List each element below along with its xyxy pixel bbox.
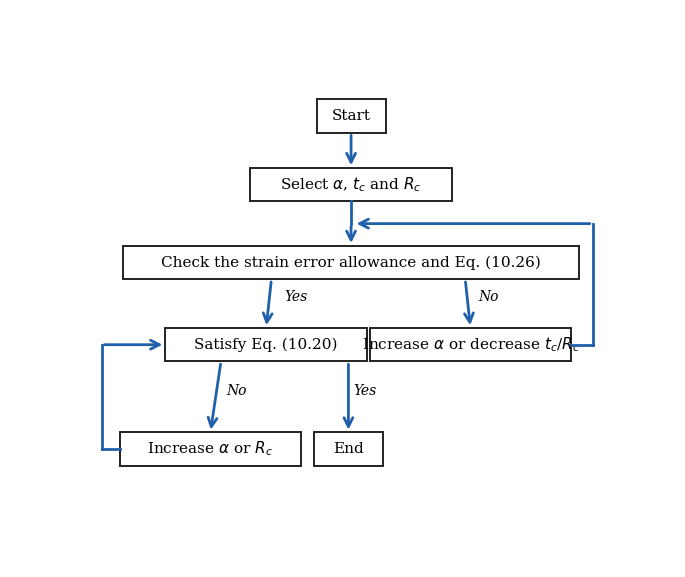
FancyBboxPatch shape	[120, 432, 301, 466]
Text: Select $\alpha$, $t_c$ and $R_c$: Select $\alpha$, $t_c$ and $R_c$	[280, 175, 422, 194]
FancyBboxPatch shape	[165, 328, 367, 361]
Text: Satisfy Eq. (10.20): Satisfy Eq. (10.20)	[195, 338, 338, 352]
FancyBboxPatch shape	[314, 432, 383, 466]
Text: Increase $\alpha$ or $R_c$: Increase $\alpha$ or $R_c$	[147, 440, 273, 459]
FancyBboxPatch shape	[316, 99, 386, 133]
Text: Start: Start	[332, 109, 371, 123]
Text: End: End	[333, 442, 364, 456]
FancyBboxPatch shape	[370, 328, 571, 361]
Text: Increase $\alpha$ or decrease $t_c$/$R_c$: Increase $\alpha$ or decrease $t_c$/$R_c…	[362, 335, 580, 354]
FancyBboxPatch shape	[123, 246, 580, 279]
Text: Yes: Yes	[353, 384, 377, 398]
Text: Yes: Yes	[285, 290, 308, 305]
FancyBboxPatch shape	[250, 168, 452, 201]
Text: No: No	[226, 384, 247, 398]
Text: Check the strain error allowance and Eq. (10.26): Check the strain error allowance and Eq.…	[161, 255, 541, 269]
Text: No: No	[478, 290, 499, 305]
